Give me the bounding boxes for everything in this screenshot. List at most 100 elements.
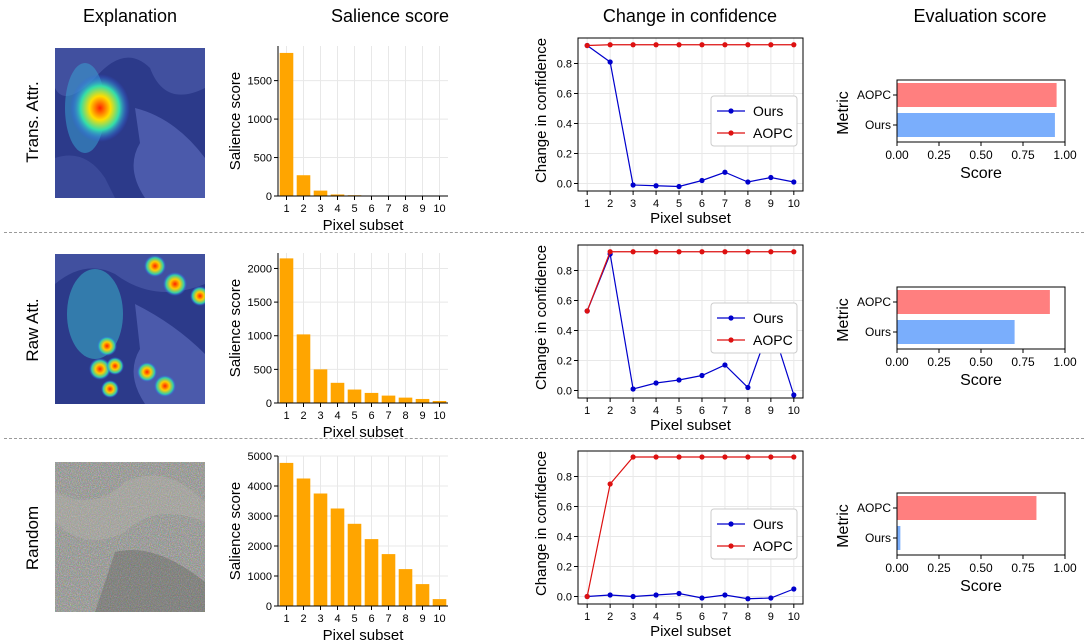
data-point-ours — [699, 595, 704, 600]
x-tick-label: 2 — [300, 410, 306, 422]
x-tick-label: 8 — [745, 198, 751, 210]
salience-bar — [314, 369, 328, 403]
x-tick-label: 10 — [433, 410, 445, 422]
salience-bar — [348, 390, 362, 403]
y-tick-label: 0.6 — [557, 296, 572, 308]
x-axis-label: Score — [960, 578, 1002, 595]
y-tick-label: 0 — [266, 191, 272, 203]
x-tick-label: 2 — [607, 198, 613, 210]
y-axis-label: Metric — [835, 298, 852, 342]
salience-bar — [297, 479, 311, 607]
x-tick-label: 5 — [351, 203, 357, 215]
data-point-aopc — [791, 249, 796, 254]
data-point-aopc — [768, 454, 773, 459]
x-tick-label: 6 — [368, 613, 374, 625]
x-tick-label: 10 — [433, 613, 445, 625]
x-tick-label: 9 — [768, 198, 774, 210]
y-axis-label: Change in confidence — [533, 451, 550, 596]
x-axis-label: Score — [960, 165, 1002, 182]
data-point-aopc — [585, 308, 590, 313]
header-salience-score: Salience score — [315, 6, 465, 27]
x-tick-label: 5 — [351, 410, 357, 422]
legend-marker — [728, 521, 733, 526]
data-point-aopc — [631, 42, 636, 47]
salience-bar — [314, 494, 328, 607]
salience-bar — [314, 191, 328, 196]
data-point-ours — [653, 183, 658, 188]
x-tick-label: 0.00 — [885, 561, 909, 575]
legend-label: AOPC — [753, 332, 793, 348]
x-tick-label: 10 — [788, 405, 800, 417]
data-point-aopc — [768, 42, 773, 47]
x-tick-label: 9 — [768, 405, 774, 417]
y-tick-label: 0.8 — [557, 59, 572, 71]
data-point-aopc — [745, 42, 750, 47]
data-point-ours — [791, 586, 796, 591]
x-axis-label: Pixel subset — [323, 424, 405, 441]
x-tick-label: 6 — [699, 405, 705, 417]
x-axis-label: Pixel subset — [323, 217, 405, 234]
y-tick-label: Ours — [865, 118, 891, 132]
x-tick-label: 7 — [722, 198, 728, 210]
x-tick-label: 9 — [419, 613, 425, 625]
legend-label: AOPC — [753, 538, 793, 554]
data-point-aopc — [722, 249, 727, 254]
y-tick-label: 0.8 — [557, 472, 572, 484]
row-label-trans-attr: Trans. Attr. — [23, 81, 43, 163]
salience-bar — [280, 258, 294, 403]
x-tick-label: 6 — [699, 198, 705, 210]
data-point-ours — [676, 184, 681, 189]
salience-bar — [331, 383, 345, 403]
row-label-random: Random — [23, 506, 43, 570]
series-line-aopc — [587, 45, 794, 46]
x-tick-label: 8 — [402, 203, 408, 215]
data-point-ours — [791, 179, 796, 184]
y-tick-label: 5000 — [248, 451, 272, 463]
data-point-aopc — [699, 249, 704, 254]
data-point-ours — [745, 596, 750, 601]
row-separator — [4, 438, 1084, 439]
data-point-ours — [768, 175, 773, 180]
x-tick-label: 4 — [334, 613, 340, 625]
y-axis-label: Metric — [835, 91, 852, 135]
explanation-thumbnail-raw-att — [55, 254, 205, 404]
data-point-aopc — [722, 42, 727, 47]
salience-bar — [365, 539, 379, 606]
data-point-aopc — [722, 454, 727, 459]
y-tick-label: 0.4 — [557, 119, 572, 131]
data-point-ours — [699, 178, 704, 183]
y-tick-label: 500 — [254, 364, 272, 376]
x-tick-label: 2 — [607, 405, 613, 417]
x-tick-label: 8 — [402, 613, 408, 625]
x-tick-label: 6 — [368, 203, 374, 215]
x-tick-label: 4 — [653, 611, 659, 623]
y-tick-label: 1500 — [248, 76, 272, 88]
x-tick-label: 0.50 — [969, 355, 993, 369]
salience-bar — [399, 398, 413, 403]
salience-bar — [416, 584, 430, 606]
data-point-aopc — [608, 249, 613, 254]
x-tick-label: 5 — [676, 405, 682, 417]
eval-bar-ours — [897, 526, 900, 550]
x-tick-label: 0.50 — [969, 561, 993, 575]
y-tick-label: 0 — [266, 601, 272, 613]
x-tick-label: 0.00 — [885, 355, 909, 369]
legend-marker — [728, 130, 733, 135]
data-point-ours — [676, 591, 681, 596]
salience-bar — [365, 393, 379, 403]
data-point-ours — [745, 385, 750, 390]
x-tick-label: 3 — [317, 203, 323, 215]
x-tick-label: 7 — [385, 613, 391, 625]
data-point-aopc — [608, 42, 613, 47]
data-point-aopc — [676, 249, 681, 254]
x-tick-label: 1.00 — [1053, 355, 1077, 369]
salience-bar — [331, 509, 345, 607]
x-tick-label: 8 — [745, 405, 751, 417]
data-point-ours — [676, 377, 681, 382]
data-point-ours — [653, 592, 658, 597]
eval-bar-ours — [897, 113, 1055, 137]
